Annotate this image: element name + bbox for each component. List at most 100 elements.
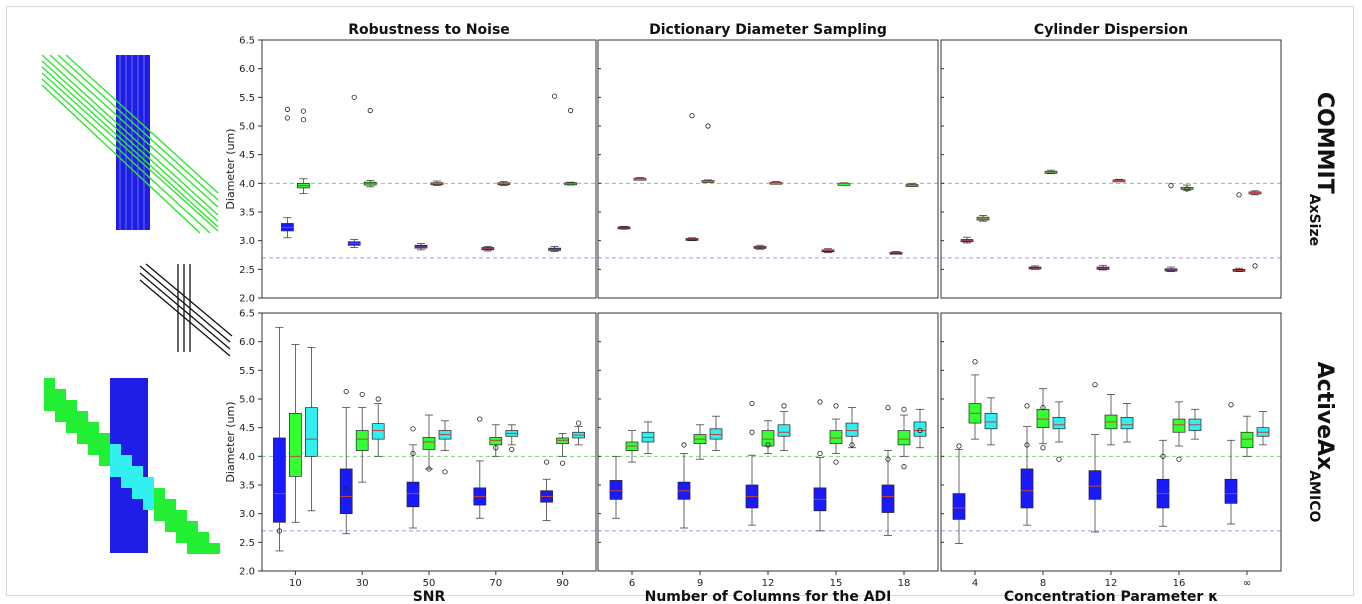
panel-4: 2.0 2.5 3.0 3.5 4.0 4.5 5.0 5.5 6.0 6.5 Diameter (… [224, 309, 597, 604]
box [1224, 478, 1238, 504]
outlier-point [689, 113, 695, 119]
box [406, 481, 420, 508]
outlier-point [817, 450, 823, 457]
x-tick-label: 18 [898, 578, 911, 589]
x-tick-label: 70 [489, 578, 502, 589]
y-tick-label: 5.0 [239, 395, 255, 406]
y-tick-label: 2.5 [239, 265, 255, 276]
outlier-point [1040, 445, 1046, 451]
box [881, 484, 895, 513]
y-tick-label: 3.5 [239, 481, 255, 492]
panel-title: Cylinder Dispersion [1034, 22, 1188, 38]
y-tick-label: 3.5 [239, 208, 255, 219]
box [709, 428, 723, 440]
outlier-point [477, 416, 483, 422]
outlier-point [300, 117, 306, 123]
outlier-point [300, 108, 306, 114]
outlier-point [1024, 403, 1030, 409]
crossing-bundles-illustration [41, 55, 219, 234]
outlier-point [543, 459, 550, 465]
outlier-point [1252, 263, 1258, 269]
outlier-point [1024, 442, 1030, 448]
outlier-point [351, 94, 357, 100]
x-tick-label: 10 [289, 578, 302, 589]
outlier-point [410, 426, 416, 432]
box [897, 430, 911, 446]
panel-2: Dictionary Diameter Sampling [597, 22, 939, 299]
outlier-point [493, 445, 499, 451]
outlier-point [885, 404, 891, 411]
x-tick-label: 9 [697, 578, 703, 589]
box [1088, 470, 1102, 500]
box [1240, 431, 1254, 449]
y-tick-label: 4.5 [239, 423, 255, 434]
panel-3: Cylinder Dispersion [940, 22, 1282, 299]
outlier-point [284, 106, 290, 112]
outlier-point [276, 528, 282, 534]
box [273, 437, 286, 523]
y-tick-label: 5.5 [239, 93, 255, 104]
box [777, 424, 791, 437]
box [1052, 416, 1066, 430]
box [984, 412, 998, 430]
y-axis-label: Diameter (um) [224, 128, 237, 209]
figure-frame [6, 6, 1354, 596]
outlier-point [972, 359, 978, 365]
outlier-point [1236, 192, 1242, 198]
outlier-point [343, 388, 349, 395]
outlier-point [901, 464, 907, 470]
voxel-grid-illustration [44, 378, 220, 554]
box [1036, 408, 1050, 429]
outlier-point [1160, 453, 1166, 459]
outlier-point [956, 443, 962, 449]
outlier-point [885, 456, 891, 462]
x-tick-label: 4 [972, 578, 978, 589]
outlier-point [849, 442, 855, 448]
panel-title: Robustness to Noise [348, 22, 510, 38]
y-tick-label: 5.0 [239, 122, 255, 133]
outlier-point [1184, 186, 1190, 192]
box [355, 430, 369, 451]
outlier-point [1176, 456, 1182, 462]
outlier-point [551, 93, 558, 99]
outlier-point [681, 442, 687, 448]
y-tick-label: 6.0 [239, 337, 255, 348]
outlier-point [509, 446, 515, 453]
row-label-2: ActiveAxAMICO [1306, 362, 1337, 523]
box [1120, 416, 1134, 430]
outlier-point [410, 450, 416, 457]
outlier-point [559, 460, 566, 466]
outlier-point [1040, 404, 1046, 411]
outlier-point [901, 406, 907, 412]
outlier-point [284, 115, 290, 121]
box [371, 423, 385, 440]
box [913, 421, 927, 437]
outlier-point [343, 486, 349, 492]
y-tick-label: 2.0 [239, 294, 255, 305]
box [556, 437, 569, 445]
plot-frame [597, 39, 939, 299]
outlier-point [833, 459, 839, 465]
y-tick-label: 2.0 [239, 567, 255, 578]
plot-frame [940, 39, 1282, 299]
panel-6: 4 8 12 16 ∞ Concentration Parameter κ [940, 312, 1282, 604]
row-label: COMMITAxSize [1306, 92, 1337, 246]
x-axis-label: SNR [413, 589, 446, 604]
row-label: ActiveAxAMICO [1306, 362, 1337, 523]
x-tick-label: 15 [830, 578, 843, 589]
x-tick-label: 8 [1040, 578, 1046, 589]
x-tick-label: 12 [762, 578, 775, 589]
box [305, 407, 318, 457]
outlier-point [567, 107, 574, 114]
x-tick-label: 30 [356, 578, 369, 589]
outlier-point [917, 427, 923, 434]
x-tick-label: 16 [1173, 578, 1186, 589]
panel-5: 6 9 12 15 18 Number of Columns for the ADI [597, 312, 939, 604]
box [289, 412, 302, 477]
plot-frame [261, 39, 597, 299]
y-tick-label: 5.5 [239, 366, 255, 377]
x-tick-label: 12 [1105, 578, 1118, 589]
crossing-lines-diagram [139, 263, 233, 357]
outlier-point [367, 107, 373, 114]
